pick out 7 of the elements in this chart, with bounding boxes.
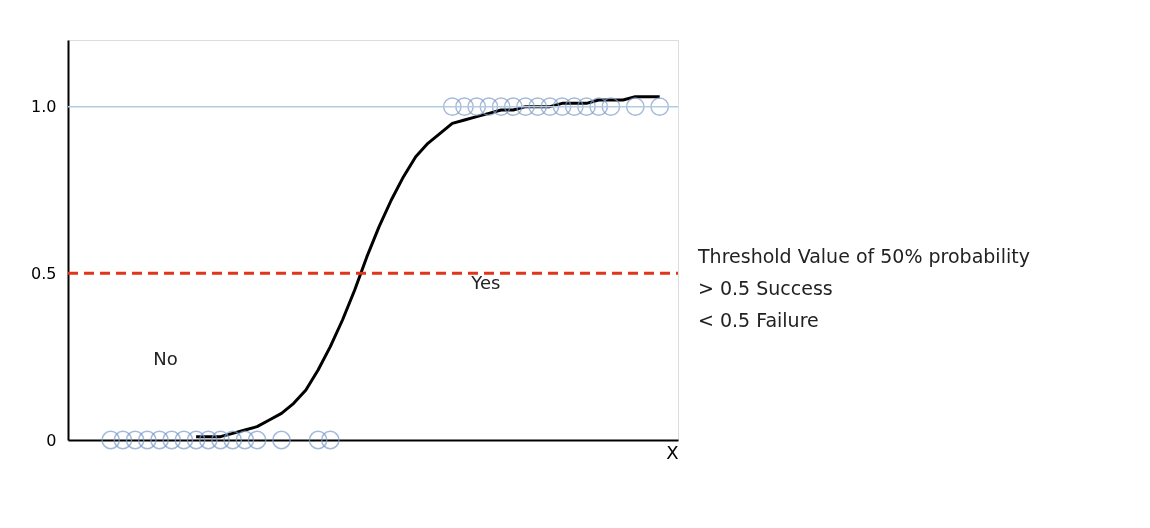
y-tick-label: 1.0	[31, 97, 57, 117]
ref-line-label: Threshold Value of 50% probability > 0.5 Success < 0.5 Failure	[697, 245, 1030, 332]
y-tick-label: 0	[46, 430, 57, 450]
x-axis-title: X	[666, 441, 679, 463]
y-tick-label: 0.5	[31, 263, 57, 283]
annotation: No	[153, 348, 178, 369]
annotation: Yes	[470, 272, 501, 293]
